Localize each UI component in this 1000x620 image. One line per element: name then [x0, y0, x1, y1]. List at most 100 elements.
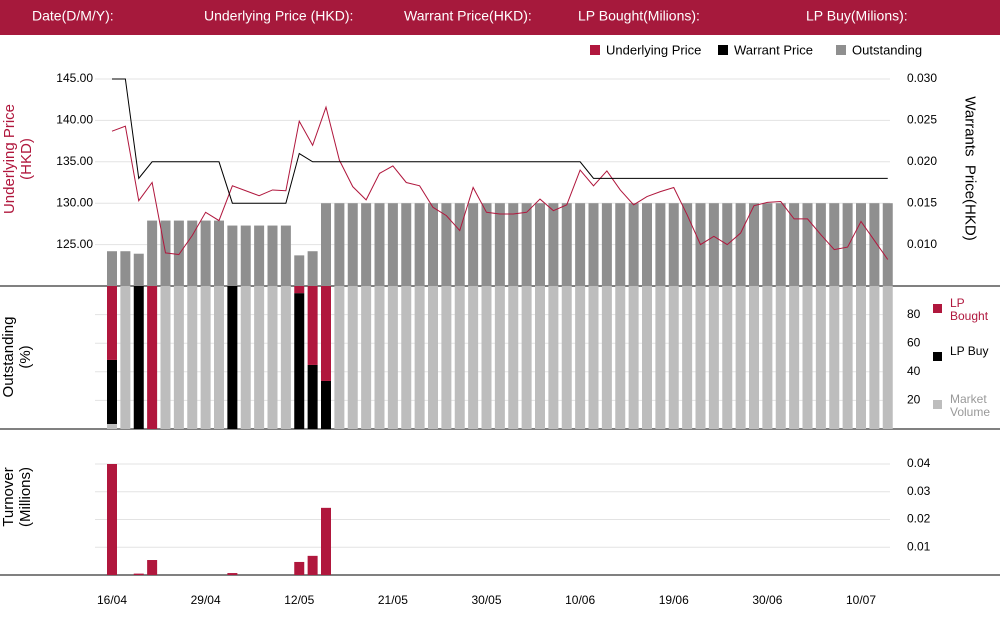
stacked-segment: [601, 286, 612, 429]
price-line: [111, 105, 889, 260]
header-field: LP Bought(Milions):: [578, 8, 700, 24]
stacked-segment: [508, 286, 519, 429]
outstanding-bar: [856, 203, 866, 286]
stacked-segment: [200, 286, 211, 429]
outstanding-bar: [762, 203, 773, 286]
outstanding-bar: [454, 203, 465, 286]
stacked-segment: [642, 286, 652, 429]
outstanding-bar: [401, 203, 412, 286]
outstanding-bar: [307, 251, 318, 286]
turnover-bar: [107, 464, 117, 575]
stacked-segment: [240, 286, 251, 429]
header-bar: [0, 0, 1000, 35]
stacked-segment: [441, 286, 452, 429]
turnover-bar: [227, 573, 238, 575]
stacked-segment: [494, 286, 505, 429]
x-tick-label: 10/06: [565, 593, 595, 607]
outstanding-bar: [789, 203, 800, 286]
outstanding-bar: [882, 203, 893, 286]
stacked-segment: [882, 286, 893, 429]
outstanding-bar: [601, 203, 612, 286]
legend-label: Outstanding: [852, 42, 922, 57]
stacked-segment: [548, 286, 559, 429]
legend-label: LP Bought: [950, 296, 989, 323]
x-tick-label: 19/06: [659, 593, 689, 607]
y2-tick-label: 0.025: [907, 113, 937, 127]
stacked-segment: [321, 286, 331, 381]
y2-tick-label: 0.03: [907, 484, 931, 498]
stacked-segment: [575, 286, 586, 429]
stacked-segment: [307, 286, 318, 365]
stacked-segment: [173, 286, 184, 429]
stacked-segment: [682, 286, 693, 429]
stacked-segment: [107, 286, 117, 360]
stacked-segment: [133, 286, 144, 429]
legend-label: Market Volume: [950, 392, 991, 419]
outstanding-bar: [575, 203, 586, 286]
stacked-segment: [615, 286, 626, 429]
y2-tick-label: 20: [907, 393, 921, 407]
outstanding-bar: [615, 203, 626, 286]
outstanding-bar: [548, 203, 559, 286]
outstanding-bar: [842, 203, 853, 286]
turnover-bar: [147, 560, 158, 575]
outstanding-bar: [374, 203, 385, 286]
y-axis-title: Underlying Price (HKD): [1, 103, 35, 215]
outstanding-bar: [214, 220, 224, 286]
header-field: Underlying Price (HKD):: [204, 8, 353, 24]
stacked-segment: [468, 286, 479, 429]
stacked-segment: [722, 286, 733, 429]
stacked-segment: [361, 286, 372, 429]
outstanding-bar: [120, 251, 131, 286]
legend-label: LP Buy: [950, 344, 989, 358]
x-tick-label: 21/05: [378, 593, 408, 607]
stacked-segment: [187, 286, 198, 429]
stacked-segment: [762, 286, 773, 429]
outstanding-bar: [521, 203, 532, 286]
stacked-segment: [869, 286, 880, 429]
outstanding-bar: [187, 220, 198, 286]
stacked-segment: [842, 286, 853, 429]
stacked-segment: [829, 286, 840, 429]
stacked-segment: [856, 286, 866, 429]
stacked-segment: [294, 293, 305, 429]
outstanding-bar: [708, 203, 719, 286]
outstanding-bar: [294, 255, 305, 286]
outstanding-bar: [267, 225, 278, 286]
y2-tick-label: 40: [907, 364, 921, 378]
stacked-segment: [401, 286, 412, 429]
legend-label: Warrant Price: [734, 42, 813, 57]
y2-tick-label: 0.010: [907, 237, 937, 251]
outstanding-bar: [775, 203, 786, 286]
stacked-segment: [160, 286, 171, 429]
stacked-segment: [387, 286, 398, 429]
outstanding-bar: [280, 225, 291, 286]
turnover-bar: [307, 555, 318, 575]
stacked-segment: [561, 286, 572, 429]
outstanding-bar: [535, 203, 545, 286]
stacked-segment: [254, 286, 265, 429]
y2-tick-label: 0.01: [907, 539, 931, 553]
legend-swatch: [836, 45, 846, 55]
stacked-segment: [334, 286, 345, 429]
stacked-segment: [481, 286, 492, 429]
header-field: Date(D/M/Y):: [32, 8, 114, 24]
legend-swatch: [933, 304, 942, 313]
stacked-segment: [294, 286, 305, 294]
stacked-segment: [120, 286, 131, 429]
stacked-segment: [347, 286, 358, 429]
y-axis-title: Turnover (Millions): [0, 467, 34, 527]
y-tick-label: 125.00: [56, 237, 93, 251]
legend-swatch: [933, 400, 942, 409]
outstanding-bar: [655, 203, 666, 286]
legend-swatch: [590, 45, 600, 55]
outstanding-bar: [107, 251, 117, 286]
y-tick-label: 135.00: [56, 154, 93, 168]
y-tick-label: 145.00: [56, 71, 93, 85]
stacked-segment: [107, 359, 117, 424]
turnover-bar: [133, 573, 144, 575]
x-tick-label: 10/07: [846, 593, 876, 607]
outstanding-bar: [414, 203, 425, 286]
stacked-segment: [695, 286, 706, 429]
